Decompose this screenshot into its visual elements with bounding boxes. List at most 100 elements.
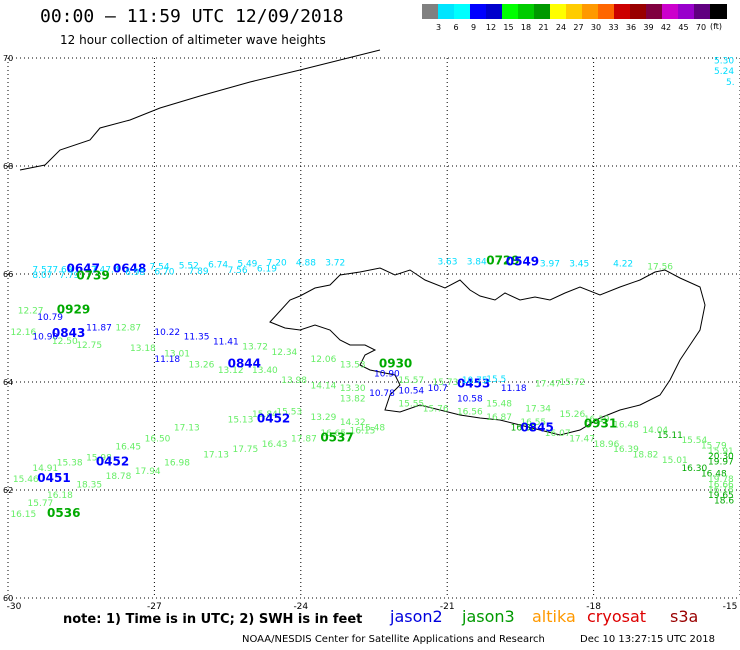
wave-height-label: 16.19 <box>584 415 610 425</box>
wave-height-label: 15.26 <box>559 410 585 420</box>
wave-height-label: 13.26 <box>189 360 215 370</box>
y-tick-label: 68 <box>3 162 13 171</box>
wave-height-label: 14.14 <box>311 381 337 391</box>
wave-height-label: 15.13 <box>228 416 254 426</box>
x-tick-label: -18 <box>586 602 601 612</box>
pass-time-label: 0929 <box>57 302 90 316</box>
wave-height-label: 20.30 <box>708 452 734 462</box>
wave-height-label: 12.27 <box>18 306 44 316</box>
wave-height-label: 16.43 <box>262 440 288 450</box>
wave-height-label: 18.96 <box>594 440 620 450</box>
wave-height-label: 7.54 <box>150 263 170 273</box>
wave-height-label: 19.65 <box>708 491 734 501</box>
color-bar-label: 18 <box>520 23 532 32</box>
wave-height-label: 15.54 <box>681 436 707 446</box>
wave-height-label: 15.55 <box>398 399 424 409</box>
color-bar-label: 30 <box>590 23 602 32</box>
wave-height-label: 15.11 <box>657 431 683 441</box>
pass-time-label: 0729 <box>486 253 519 267</box>
coastline <box>19 49 706 436</box>
wave-height-label: 15.72 <box>559 378 585 388</box>
wave-height-label: 15.5 <box>486 375 506 385</box>
pass-time-label: 0549 <box>506 254 539 268</box>
pass-time-label: 0452 <box>257 412 290 426</box>
wave-height-label: 12.50 <box>52 337 78 347</box>
wave-height-label: 13.53 <box>340 360 366 370</box>
wave-height-label: 6.98 <box>125 268 145 278</box>
wave-height-label: 10.90 <box>32 332 58 342</box>
satellite-legend-s3a: s3a <box>670 607 699 626</box>
wave-height-label: 3.84 <box>467 257 487 267</box>
pass-time-label: 0845 <box>520 421 553 435</box>
wave-height-label: 16.30 <box>511 424 537 434</box>
y-tick-label: 64 <box>3 378 13 387</box>
y-tick-label: 62 <box>3 486 13 495</box>
wave-height-label: 15.98 <box>86 453 112 463</box>
wave-height-label: 15.57 <box>398 376 424 386</box>
wave-height-label: 16.30 <box>681 464 707 474</box>
wave-height-label: 16.55 <box>520 418 546 428</box>
wave-height-label: 17.13 <box>174 424 200 434</box>
wave-height-label: 16.98 <box>164 459 190 469</box>
wave-height-label: 7.79 <box>59 271 79 281</box>
wave-height-label: 12.06 <box>311 355 337 365</box>
wave-height-label: 16.65 <box>320 429 346 439</box>
wave-height-label: 15.01 <box>662 456 688 466</box>
wave-height-label: 16.39 <box>613 445 639 455</box>
wave-height-label: 3.72 <box>325 258 345 268</box>
wave-height-label: 6.70 <box>154 268 174 278</box>
wave-height-label: 17.47 <box>535 379 561 389</box>
color-bar-label: 24 <box>555 23 567 32</box>
wave-height-label: 12.87 <box>115 324 141 334</box>
chart-subtitle: 12 hour collection of altimeter wave hei… <box>60 33 326 47</box>
wave-height-label: 11.18 <box>154 355 180 365</box>
wave-height-label: 3.63 <box>437 257 457 267</box>
wave-height-label: 15.73 <box>433 378 459 388</box>
color-bar-label: 3 <box>435 23 442 32</box>
tick-labels: -30 -27 -24 -21 -18 -15 70 68 66 64 62 60 <box>3 54 737 612</box>
color-bar-label: 21 <box>538 23 549 32</box>
wave-height-label: 3.97 <box>540 259 560 269</box>
color-bar-unit: (ft) <box>710 22 723 31</box>
wave-height-label: 16.56 <box>457 407 483 417</box>
x-tick-label: -24 <box>293 602 308 612</box>
wave-height-label: 4.88 <box>296 258 316 268</box>
wave-height-label: 15.79 <box>701 441 727 451</box>
wave-height-label: 14.91 <box>32 464 58 474</box>
wave-height-label: 17.87 <box>291 434 317 444</box>
wave-height-label: 10.58 <box>457 394 483 404</box>
satellite-legend-cryosat: cryosat <box>587 607 647 626</box>
wave-height-label: 3.45 <box>569 259 589 269</box>
wave-height-label: 14.32 <box>340 418 366 428</box>
wave-height-label: 16.45 <box>115 443 141 453</box>
y-tick-label: 70 <box>3 54 13 63</box>
wave-height-label: 8.07 <box>32 271 52 281</box>
chart-title: 00:00 — 11:59 UTC 12/09/2018 <box>40 6 344 27</box>
satellite-legend-jason3: jason3 <box>462 607 515 626</box>
pass-time-label: 0739 <box>76 268 109 282</box>
satellite-legend-jason2: jason2 <box>390 607 443 626</box>
wave-height-label: 11.41 <box>213 338 239 348</box>
wave-height-label: 19.78 <box>708 475 734 485</box>
wave-height-label: 11.87 <box>86 324 112 334</box>
color-bar-label: 27 <box>573 23 584 32</box>
pass-time-label: 0537 <box>320 430 353 444</box>
wave-height-label: 14.04 <box>642 426 668 436</box>
wave-height-label: 7.577.69 <box>32 265 72 275</box>
wave-height-label: 6.19 <box>257 264 277 274</box>
x-tick-label: -30 <box>7 602 22 612</box>
color-bar-label: 36 <box>625 23 637 32</box>
color-bar-label: 12 <box>485 23 497 32</box>
pass-time-label: 0451 <box>37 471 70 485</box>
wave-height-label: 10.78 <box>369 389 395 399</box>
wave-height-label: 4.22 <box>613 259 633 269</box>
wave-height-label: 13.82 <box>340 394 366 404</box>
wave-height-label: 15.76 <box>423 405 449 415</box>
wave-height-label: 5.52 <box>179 262 199 272</box>
wave-height-label: 16.48 <box>701 470 727 480</box>
wave-height-label: 12.16 <box>10 328 36 338</box>
wave-height-label: 5. <box>726 78 735 88</box>
wave-height-label: 19.97 <box>708 458 734 468</box>
wave-height-label: 17.47 <box>569 434 595 444</box>
